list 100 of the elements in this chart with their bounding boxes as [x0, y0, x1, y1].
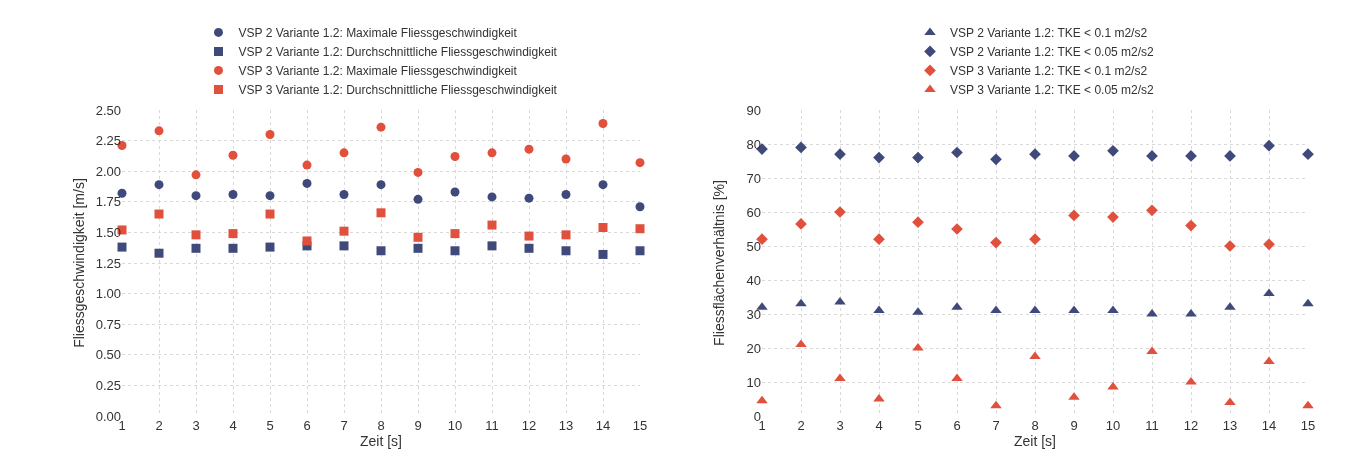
point — [487, 192, 497, 202]
point — [1263, 139, 1275, 152]
x-tick-label: 8 — [377, 418, 385, 433]
point — [487, 241, 497, 251]
y-tick-label: 0.25 — [95, 377, 121, 393]
y-tick-label: 1.25 — [95, 255, 121, 271]
point — [1263, 288, 1275, 297]
x-tick-label: 15 — [1300, 418, 1316, 433]
x-tick-label: 10 — [1105, 418, 1121, 433]
point — [990, 153, 1002, 166]
point — [598, 118, 608, 128]
point — [154, 209, 164, 219]
x-tick-label: 10 — [447, 418, 463, 433]
point — [228, 189, 238, 199]
y-tick-label: 1.00 — [95, 286, 121, 302]
point — [524, 243, 534, 253]
point — [635, 158, 645, 168]
point — [339, 189, 349, 199]
point — [1068, 305, 1080, 314]
y-tick-label: 60 — [746, 204, 761, 220]
x-tick-label: 8 — [1031, 418, 1039, 433]
point — [524, 231, 534, 241]
y-tick-label: 2.50 — [95, 102, 121, 118]
x-tick-label: 3 — [192, 418, 200, 433]
point — [795, 298, 807, 307]
point — [191, 191, 201, 201]
x-tick-label: 11 — [1145, 418, 1159, 433]
point — [756, 395, 768, 404]
point — [1107, 305, 1119, 314]
point — [302, 236, 312, 246]
point — [1185, 219, 1197, 232]
x-tick-label: 5 — [914, 418, 922, 433]
point — [524, 193, 534, 203]
x-tick-label: 14 — [1261, 418, 1277, 433]
point — [154, 248, 164, 258]
point — [376, 180, 386, 190]
x-tick-label: 12 — [1183, 418, 1199, 433]
x-tick-label: 14 — [595, 418, 611, 433]
legend-label: VSP 2 Variante 1.2: TKE < 0.1 m2/s2 — [950, 26, 1148, 41]
y-tick-label: 2.25 — [95, 133, 121, 149]
point — [834, 148, 846, 161]
point — [524, 144, 534, 154]
x-tick-label: 9 — [1070, 418, 1078, 433]
point — [1302, 298, 1314, 307]
point — [912, 151, 924, 164]
point — [450, 152, 460, 162]
point — [154, 180, 164, 190]
point — [191, 170, 201, 180]
point — [951, 373, 963, 382]
point — [450, 187, 460, 197]
legend-label: VSP 2 Variante 1.2: Durchschnittliche Fliessgeschwindigkeit — [238, 45, 558, 60]
legend-label: VSP 3 Variante 1.2: Maximale Fliessgeschwindigkeit — [238, 64, 518, 79]
legend-label: VSP 2 Variante 1.2: TKE < 0.05 m2/s2 — [950, 45, 1155, 60]
y-tick-label: 10 — [746, 374, 761, 390]
point — [1068, 209, 1080, 222]
point — [413, 232, 423, 242]
point — [376, 208, 386, 218]
point — [191, 230, 201, 240]
point — [598, 249, 608, 259]
point — [1029, 148, 1041, 161]
point — [413, 194, 423, 204]
point — [413, 243, 423, 253]
y-tick-label: 50 — [746, 238, 761, 254]
y-tick-label: 20 — [746, 340, 761, 356]
x-tick-label: 2 — [797, 418, 805, 433]
point — [561, 154, 571, 164]
point — [795, 141, 807, 154]
point — [450, 229, 460, 239]
point — [302, 178, 312, 188]
point — [635, 246, 645, 256]
point — [1302, 148, 1314, 161]
point — [873, 233, 885, 246]
x-tick-label: 6 — [953, 418, 961, 433]
y-tick-label: 90 — [746, 102, 761, 118]
x-tick-label: 3 — [836, 418, 844, 433]
y-tick-label: 1.50 — [95, 224, 121, 240]
point — [1263, 238, 1275, 251]
point — [228, 243, 238, 253]
y-axis-title: Fliessflächenverhältnis [%] — [711, 180, 727, 346]
point — [1029, 233, 1041, 246]
point — [154, 126, 164, 136]
point — [795, 339, 807, 348]
x-tick-label: 4 — [229, 418, 237, 433]
point — [265, 191, 275, 201]
point — [873, 305, 885, 314]
point — [990, 400, 1002, 409]
point — [598, 223, 608, 232]
y-tick-label: 2.00 — [95, 163, 121, 179]
point — [1146, 204, 1158, 217]
x-axis-title: Zeit [s] — [1013, 433, 1057, 450]
legend-label: VSP 3 Variante 1.2: TKE < 0.1 m2/s2 — [950, 64, 1148, 79]
x-tick-label: 13 — [1222, 418, 1238, 433]
x-tick-label: 9 — [414, 418, 422, 433]
x-tick-label: 5 — [266, 418, 274, 433]
x-tick-label: 4 — [875, 418, 883, 433]
x-tick-label: 15 — [632, 418, 648, 433]
point — [376, 246, 386, 256]
point — [228, 150, 238, 160]
point — [561, 189, 571, 199]
point — [873, 151, 885, 164]
